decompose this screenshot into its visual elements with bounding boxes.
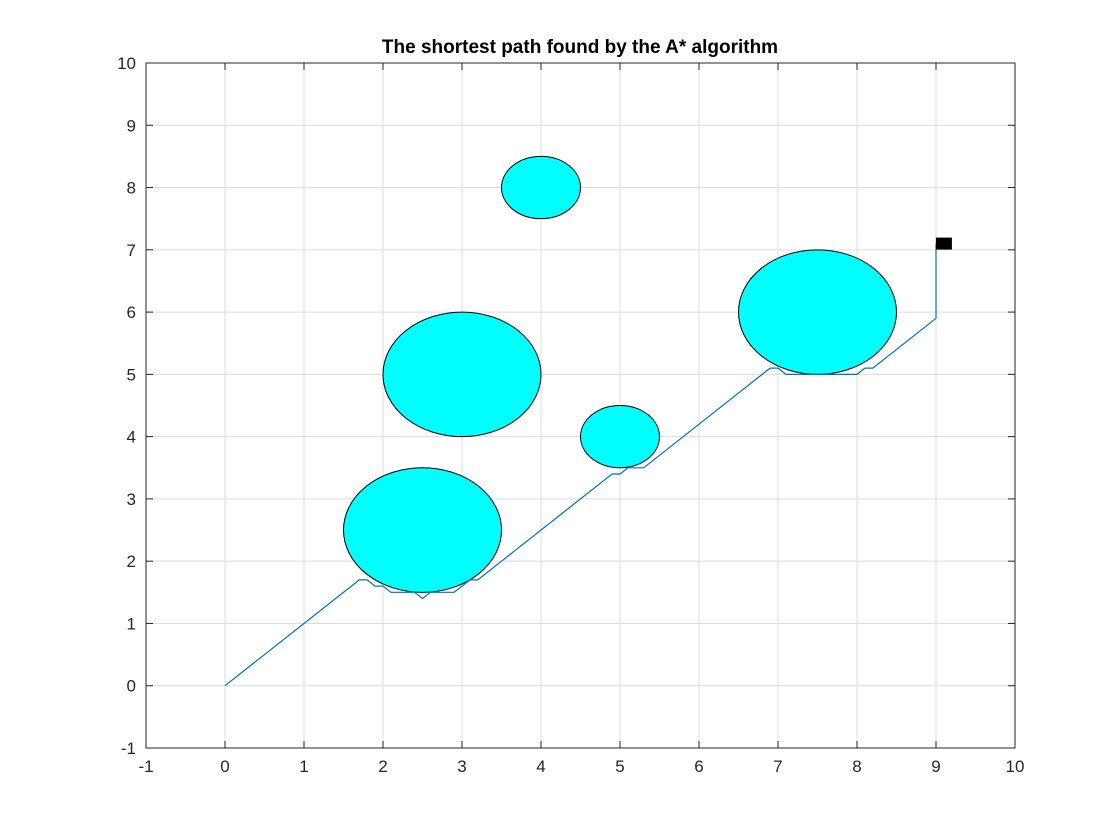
y-tick-label: 8 bbox=[127, 179, 136, 198]
obstacle-circle bbox=[738, 249, 897, 375]
x-tick-label: 0 bbox=[220, 757, 229, 776]
obstacle-circle bbox=[382, 311, 542, 438]
x-tick-label: 4 bbox=[536, 757, 545, 776]
axes-box bbox=[145, 62, 1016, 749]
path-layer bbox=[224, 243, 937, 687]
goal-layer bbox=[935, 237, 952, 250]
y-tick-label: -1 bbox=[121, 739, 136, 758]
chart-title: The shortest path found by the A* algori… bbox=[382, 37, 778, 58]
axes bbox=[145, 62, 1016, 749]
ticks: -1 0 1 2 3 4 5 6 7 8 9 10 -1 0 1 2 3 4 5 6 7 8 9 10 bbox=[117, 54, 1024, 776]
x-tick-label: 6 bbox=[694, 757, 703, 776]
y-tick-label: 7 bbox=[127, 241, 136, 260]
y-tick-label: 0 bbox=[127, 677, 136, 696]
y-tick-label: 3 bbox=[127, 490, 136, 509]
goal-marker bbox=[935, 237, 952, 250]
x-tick-label: 3 bbox=[457, 757, 466, 776]
path-line bbox=[224, 243, 937, 687]
obstacle-circle bbox=[501, 155, 581, 220]
x-tick-label: -1 bbox=[138, 757, 153, 776]
y-tick-label: 10 bbox=[117, 54, 136, 73]
y-tick-label: 6 bbox=[127, 303, 136, 322]
y-tick-label: 4 bbox=[127, 428, 136, 447]
obstacle-circle bbox=[580, 405, 660, 469]
x-tick-label: 2 bbox=[378, 757, 387, 776]
x-tick-label: 7 bbox=[773, 757, 782, 776]
x-tick-label: 8 bbox=[852, 757, 861, 776]
y-tick-label: 9 bbox=[127, 116, 136, 135]
x-tick-label: 9 bbox=[931, 757, 940, 776]
y-tick-label: 2 bbox=[127, 552, 136, 571]
y-tick-label: 5 bbox=[127, 365, 136, 384]
obstacle-circle bbox=[343, 467, 502, 593]
x-tick-label: 5 bbox=[615, 757, 624, 776]
x-tick-label: 10 bbox=[1006, 757, 1025, 776]
y-tick-label: 1 bbox=[127, 614, 136, 633]
x-tick-label: 1 bbox=[299, 757, 308, 776]
obstacles bbox=[343, 155, 897, 593]
